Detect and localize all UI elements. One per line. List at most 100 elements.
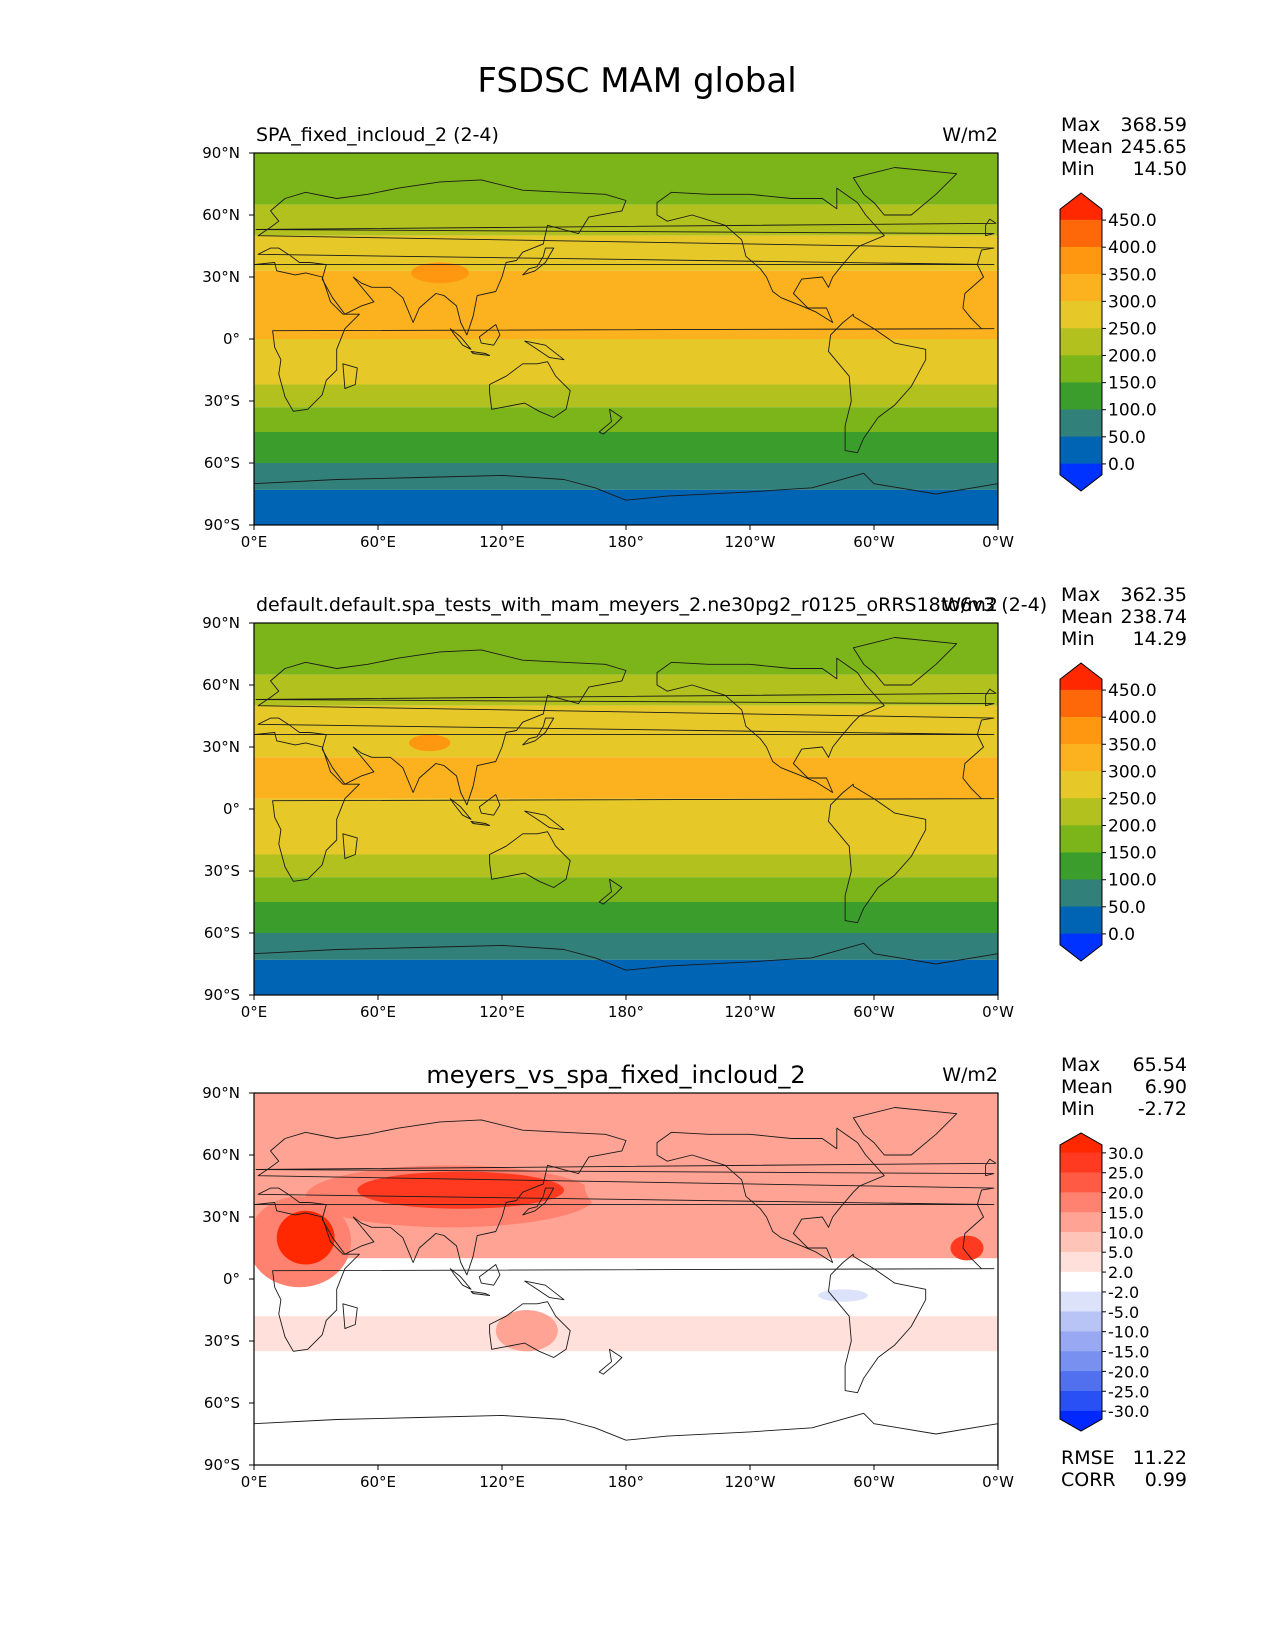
x-tick-label: 60°E xyxy=(360,1473,396,1491)
field-anomaly xyxy=(276,1210,335,1265)
coastline xyxy=(478,1264,501,1286)
coastlines xyxy=(254,1107,998,1465)
coastline xyxy=(478,794,501,816)
coastline xyxy=(598,408,623,435)
colorbar-swatch xyxy=(1059,1311,1103,1332)
colorbar-label: -30.0 xyxy=(1108,1402,1149,1421)
x-tick-label: 60°E xyxy=(360,1003,396,1021)
stat-value: 65.54 xyxy=(1133,1054,1187,1076)
y-tick-label: 0° xyxy=(223,800,240,818)
coastline xyxy=(656,657,885,793)
stat-value: 238.74 xyxy=(1121,606,1187,628)
stat-label: Max xyxy=(1061,1054,1100,1076)
coastline xyxy=(524,810,565,831)
field-band xyxy=(254,463,998,490)
x-tick-label: 60°W xyxy=(853,1003,895,1021)
map-field xyxy=(254,1093,998,1465)
colorbar-swatch xyxy=(1059,192,1103,221)
field-band xyxy=(254,933,998,960)
y-tick-label: 60°N xyxy=(202,206,240,224)
x-tick-label: 120°W xyxy=(725,1003,776,1021)
y-tick-label: 90°N xyxy=(202,614,240,632)
panel-title: meyers_vs_spa_fixed_incloud_2 xyxy=(426,1061,805,1089)
colorbar-label: 400.0 xyxy=(1108,708,1157,728)
y-tick-label: 30°S xyxy=(204,392,240,410)
colorbar-swatch xyxy=(1059,1291,1103,1313)
field-anomaly xyxy=(357,1171,564,1209)
colorbar-swatch xyxy=(1059,355,1103,383)
y-tick-label: 0° xyxy=(223,330,240,348)
colorbar-swatch xyxy=(1059,1371,1103,1392)
colorbar-label: 100.0 xyxy=(1108,871,1157,891)
stat-value: 362.35 xyxy=(1121,584,1187,606)
coastline xyxy=(852,1107,958,1156)
coastline xyxy=(342,833,358,860)
field-anomaly xyxy=(818,1289,868,1302)
panel-title: SPA_fixed_incloud_2 (2-4) xyxy=(256,124,499,146)
colorbar-label: 10.0 xyxy=(1108,1223,1144,1242)
stat-label: Mean xyxy=(1061,136,1113,158)
colorbar-label: -2.0 xyxy=(1108,1283,1139,1302)
coastline xyxy=(470,820,491,826)
colorbar-label: 50.0 xyxy=(1108,428,1146,448)
field-band xyxy=(254,235,998,271)
field-band xyxy=(254,705,998,758)
coastline xyxy=(522,717,555,746)
panel-units: W/m2 xyxy=(942,1064,998,1086)
coastline xyxy=(524,1280,565,1301)
stat-label: Max xyxy=(1061,584,1100,606)
stat-value: 245.65 xyxy=(1121,136,1187,158)
x-tick-label: 120°E xyxy=(479,1003,525,1021)
colorbar-label: 100.0 xyxy=(1108,401,1157,421)
colorbar-swatch xyxy=(1059,1152,1103,1173)
stat-label: Max xyxy=(1061,114,1100,136)
colorbar-label: 450.0 xyxy=(1108,211,1157,231)
colorbar-label: -10.0 xyxy=(1108,1323,1149,1342)
y-tick-label: 30°N xyxy=(202,738,240,756)
coastline xyxy=(489,1301,571,1358)
y-tick-label: 60°S xyxy=(204,1394,240,1412)
colorbar-label: 20.0 xyxy=(1108,1184,1144,1203)
stat-label: Min xyxy=(1061,628,1095,650)
coastline xyxy=(342,363,358,390)
summary-label: CORR xyxy=(1061,1469,1116,1491)
stat-value: -2.72 xyxy=(1138,1098,1187,1120)
y-tick-label: 60°N xyxy=(202,1146,240,1164)
colorbar-label: 200.0 xyxy=(1108,347,1157,367)
coastline xyxy=(449,1268,472,1290)
coastline xyxy=(342,1303,358,1330)
field-band xyxy=(254,902,998,933)
field-band xyxy=(254,1351,998,1465)
colorbar-swatch xyxy=(1059,879,1103,908)
colorbar-swatch xyxy=(1059,246,1103,275)
y-tick-label: 0° xyxy=(223,1270,240,1288)
colorbar-label: 150.0 xyxy=(1108,374,1157,394)
field-band xyxy=(254,798,998,855)
colorbar-outline xyxy=(1059,192,1103,492)
y-tick-label: 30°N xyxy=(202,268,240,286)
colorbar-label: 30.0 xyxy=(1108,1144,1144,1163)
x-tick-label: 0°W xyxy=(982,1003,1014,1021)
x-tick-label: 120°E xyxy=(479,533,525,551)
y-tick-label: 60°S xyxy=(204,454,240,472)
field-anomaly xyxy=(411,262,469,284)
colorbar: 450.0 400.0 350.0 300.0 250.0 200.0 150.0 100.0… xyxy=(1059,192,1157,492)
x-tick-label: 120°W xyxy=(725,1473,776,1491)
panel-units: W/m2 xyxy=(942,594,998,616)
colorbar-label: 5.0 xyxy=(1108,1243,1133,1262)
field-band xyxy=(254,153,998,205)
colorbar-swatch xyxy=(1059,301,1103,329)
colorbar-swatch xyxy=(1059,1232,1103,1253)
field-anomaly xyxy=(950,1235,984,1261)
colorbar-swatch xyxy=(1059,689,1103,718)
colorbar-swatch xyxy=(1059,771,1103,799)
colorbar-label: 300.0 xyxy=(1108,762,1157,782)
colorbar-label: 200.0 xyxy=(1108,817,1157,837)
coastline xyxy=(254,732,995,882)
field-band xyxy=(254,623,998,675)
colorbar-label: 15.0 xyxy=(1108,1203,1144,1222)
colorbar-swatch xyxy=(1059,933,1103,962)
field-band xyxy=(254,854,998,878)
summary-label: RMSE xyxy=(1061,1447,1115,1469)
colorbar-label: 0.0 xyxy=(1108,455,1135,475)
